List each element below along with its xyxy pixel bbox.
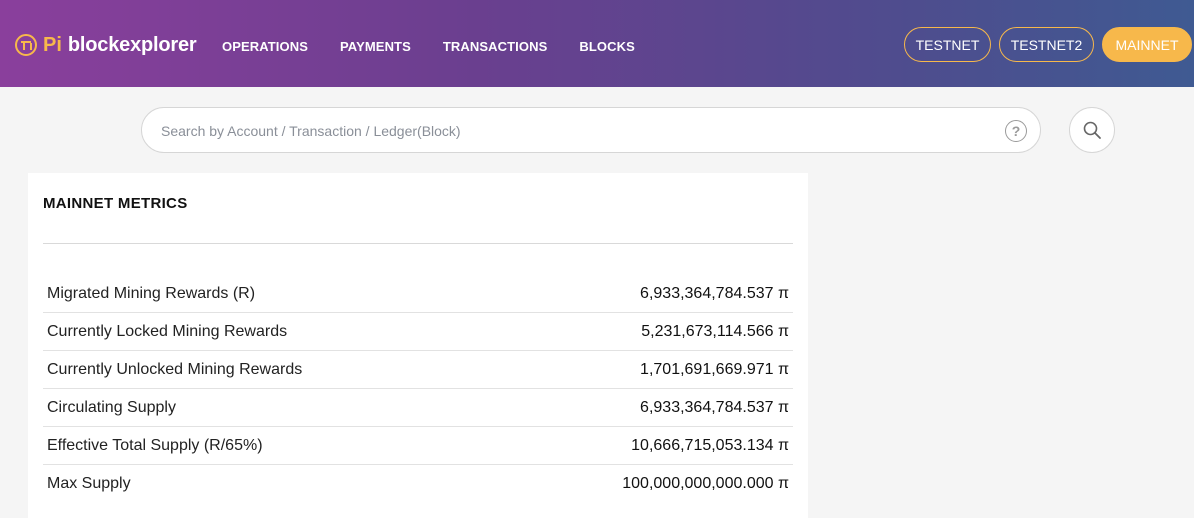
metric-label: Currently Unlocked Mining Rewards	[47, 360, 303, 378]
main-nav: OPERATIONS PAYMENTS TRANSACTIONS BLOCKS	[222, 39, 635, 54]
metric-label: Migrated Mining Rewards (R)	[47, 284, 256, 302]
logo-text: blockexplorer	[67, 33, 197, 56]
metric-value: 100,000,000,000.000 π	[622, 475, 789, 492]
metric-row: Currently Unlocked Mining Rewards 1,701,…	[43, 351, 793, 389]
metric-row: Max Supply 100,000,000,000.000 π	[43, 465, 793, 503]
search-icon	[1083, 121, 1101, 139]
testnet-button[interactable]: TESTNET	[904, 27, 991, 62]
pi-logo-icon	[15, 34, 37, 56]
search-input[interactable]	[161, 120, 981, 142]
nav-transactions[interactable]: TRANSACTIONS	[442, 39, 548, 54]
top-navbar: Pi blockexplorer OPERATIONS PAYMENTS TRA…	[0, 0, 1194, 87]
metric-row: Circulating Supply 6,933,364,784.537 π	[43, 389, 793, 427]
site-logo[interactable]: Pi blockexplorer	[15, 32, 197, 58]
card-title: MAINNET METRICS	[43, 195, 188, 212]
search-bar: ?	[141, 107, 1041, 153]
metric-value: 10,666,715,053.134 π	[631, 436, 789, 454]
divider	[43, 243, 793, 244]
metric-label: Currently Locked Mining Rewards	[47, 322, 288, 340]
metric-row: Effective Total Supply (R/65%) 10,666,71…	[43, 427, 793, 465]
metric-value: 1,701,691,669.971 π	[640, 360, 789, 378]
testnet2-button[interactable]: TESTNET2	[999, 27, 1094, 62]
metrics-table: Migrated Mining Rewards (R) 6,933,364,78…	[43, 275, 793, 503]
nav-blocks[interactable]: BLOCKS	[579, 39, 635, 54]
mainnet-button[interactable]: MAINNET	[1102, 27, 1192, 62]
metric-value: 5,231,673,114.566 π	[641, 322, 789, 340]
metric-value: 6,933,364,784.537 π	[640, 398, 789, 416]
nav-operations[interactable]: OPERATIONS	[222, 39, 308, 54]
question-circle-icon[interactable]: ?	[1005, 120, 1027, 142]
nav-payments[interactable]: PAYMENTS	[340, 39, 411, 54]
metric-row: Currently Locked Mining Rewards 5,231,67…	[43, 313, 793, 351]
metric-value: 6,933,364,784.537 π	[640, 284, 789, 302]
metric-row: Migrated Mining Rewards (R) 6,933,364,78…	[43, 275, 793, 313]
search-button[interactable]	[1069, 107, 1115, 153]
metric-label: Circulating Supply	[47, 398, 176, 416]
metric-label: Effective Total Supply (R/65%)	[47, 436, 263, 454]
metric-label: Max Supply	[47, 475, 131, 492]
logo-pi-text: Pi	[43, 33, 62, 56]
mainnet-metrics-card: MAINNET METRICS Migrated Mining Rewards …	[28, 173, 808, 518]
